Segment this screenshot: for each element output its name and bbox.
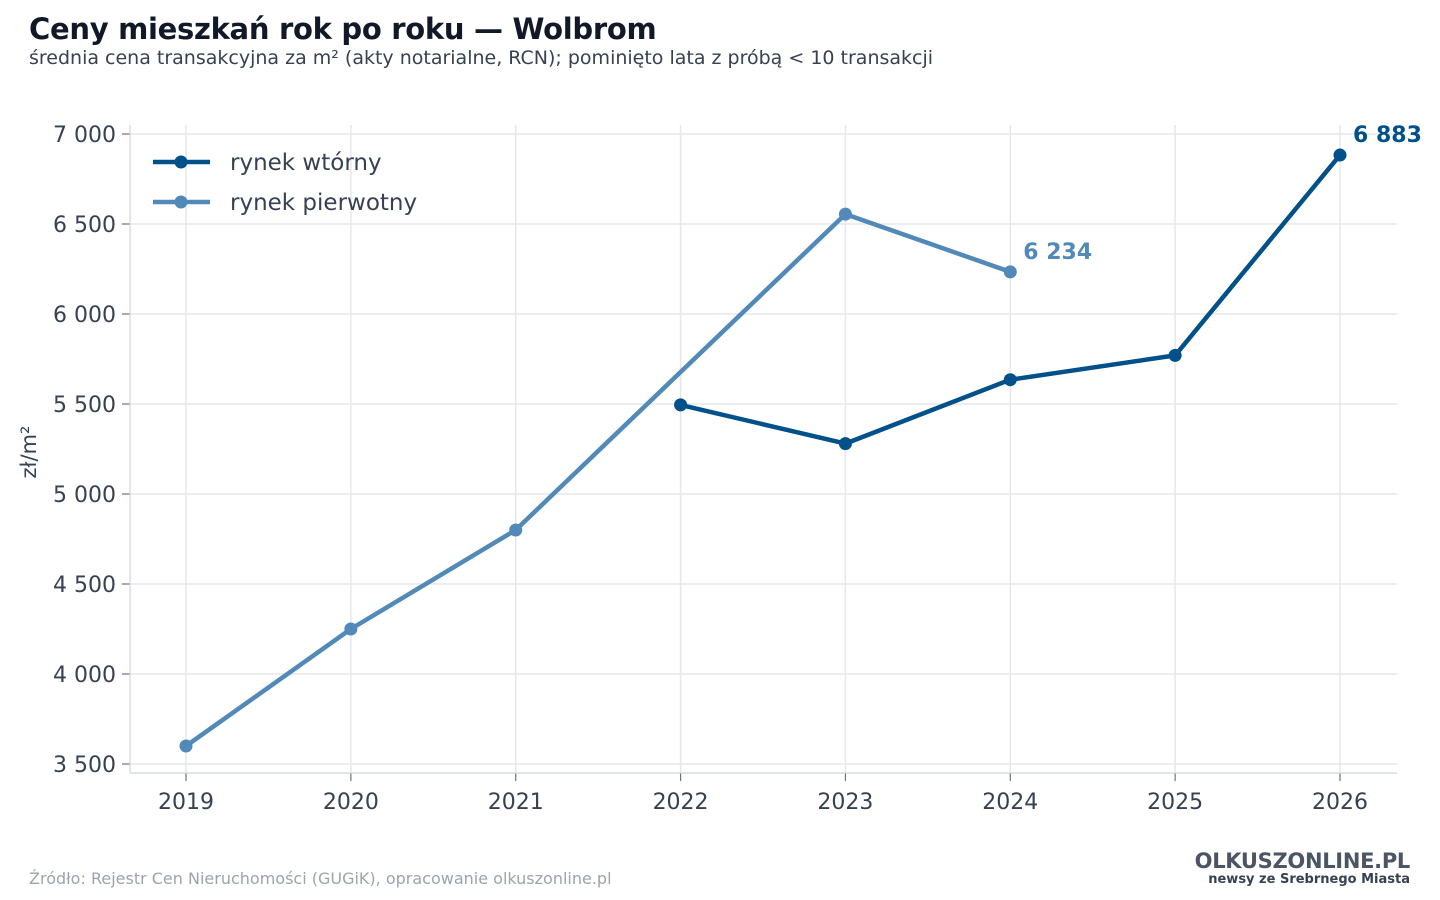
source-note: Źródło: Rejestr Cen Nieruchomości (GUGiK… [29, 869, 612, 888]
data-label: 6 234 [1023, 240, 1092, 265]
y-tick-label: 7 000 [53, 123, 116, 148]
label-layer: 6 234 6 883 [1023, 123, 1422, 265]
x-tick-label: 2026 [1312, 790, 1368, 815]
y-tick-label: 3 500 [53, 753, 116, 778]
data-point [674, 398, 688, 412]
legend-label: rynek wtórny [230, 150, 382, 176]
x-tick-label: 2021 [488, 790, 544, 815]
chart-title: Ceny mieszkań rok po roku — Wolbrom [29, 12, 657, 46]
data-point [838, 207, 852, 221]
y-axis-label: zł/m² [17, 426, 41, 479]
legend-label: rynek pierwotny [230, 190, 417, 216]
data-point [1003, 265, 1017, 279]
y-tick-label: 6 000 [53, 303, 116, 328]
brand-logo: OLKUSZONLINE.PL newsy ze Srebrnego Miast… [1194, 849, 1411, 887]
legend-marker [174, 155, 188, 169]
x-tick-label: 2025 [1147, 790, 1203, 815]
x-tick-label: 2020 [323, 790, 379, 815]
y-tick-label: 4 500 [53, 573, 116, 598]
y-tick-label: 5 500 [53, 393, 116, 418]
grid-layer [130, 125, 1397, 773]
series-layer [179, 148, 1347, 753]
legend: rynek wtórny rynek pierwotny [153, 150, 417, 216]
brand-tagline: newsy ze Srebrnego Miasta [1208, 872, 1410, 887]
data-label: 6 883 [1353, 123, 1422, 148]
chart-subtitle: średnia cena transakcyjna za m² (akty no… [29, 47, 934, 69]
brand-name: OLKUSZONLINE.PL [1194, 849, 1411, 873]
data-point [1333, 148, 1347, 162]
y-tick-label: 6 500 [53, 213, 116, 238]
series-line [183, 211, 1013, 749]
data-point [1168, 348, 1182, 362]
y-tick-label: 5 000 [53, 483, 116, 508]
data-point [1003, 373, 1017, 387]
data-point [838, 437, 852, 451]
data-point [179, 739, 193, 753]
x-tick-label: 2022 [653, 790, 709, 815]
axes-layer: 3 500 4 000 4 500 5 000 5 500 6 000 6 500 7 000… [53, 123, 1397, 815]
data-point [344, 622, 358, 636]
legend-marker [174, 195, 188, 209]
x-tick-label: 2019 [158, 790, 214, 815]
x-tick-label: 2024 [982, 790, 1038, 815]
x-tick-label: 2023 [817, 790, 873, 815]
data-point [509, 523, 523, 537]
y-tick-label: 4 000 [53, 663, 116, 688]
